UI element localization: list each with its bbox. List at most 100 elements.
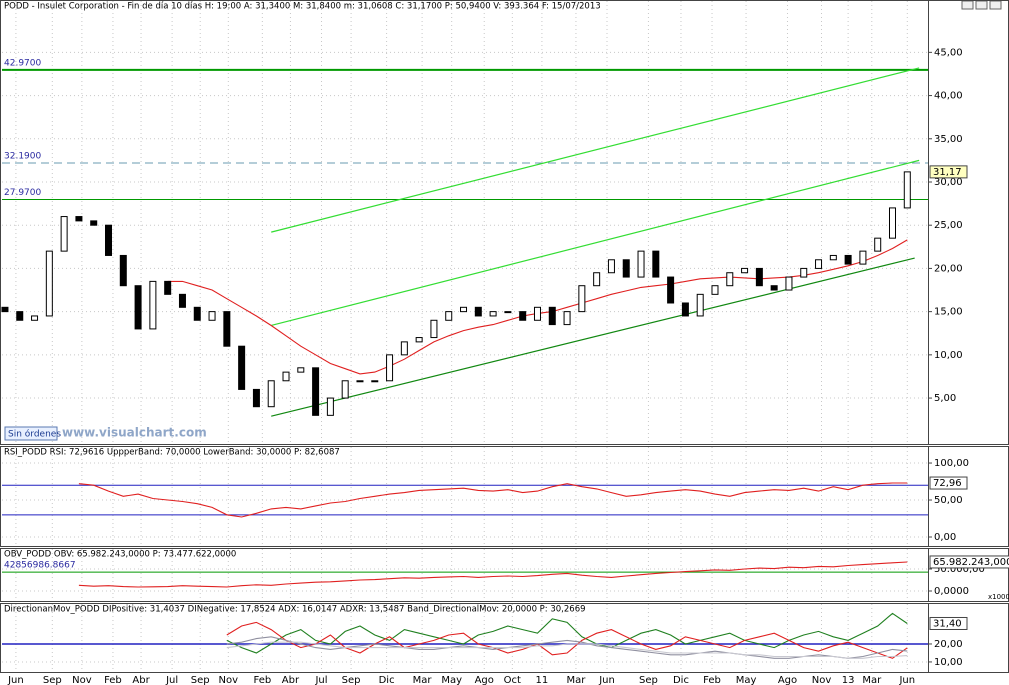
- candle: [1, 306, 9, 313]
- candle: [267, 380, 275, 408]
- x-tick-label: Dic: [379, 675, 395, 685]
- candle: [888, 207, 896, 239]
- y-tick-label: 50.000,00: [934, 564, 985, 575]
- x-tick-label: 13: [842, 675, 855, 685]
- series-line: [78, 482, 908, 518]
- candle: [252, 388, 260, 408]
- trend-line: [271, 257, 915, 417]
- x-tick-label: Ago: [475, 675, 494, 685]
- candle: [800, 267, 808, 278]
- y-tick-label: 0,0000: [934, 586, 969, 597]
- x-tick-label: Dic: [673, 675, 689, 685]
- candle: [238, 345, 246, 390]
- y-tick-label: 35,00: [934, 134, 963, 145]
- candle: [726, 272, 734, 287]
- candle: [445, 311, 453, 321]
- candle: [844, 254, 852, 265]
- y-tick-label: 50,00: [934, 495, 963, 506]
- series-line: [78, 561, 908, 588]
- minimize-button[interactable]: [961, 0, 974, 10]
- candle: [815, 259, 823, 269]
- x-tick-label: Sep: [191, 675, 210, 685]
- candle: [105, 224, 113, 256]
- candle: [16, 311, 24, 321]
- candle: [341, 380, 349, 399]
- candle: [386, 354, 394, 382]
- candle: [652, 250, 660, 278]
- maximize-button[interactable]: [975, 0, 988, 10]
- x-tick-label: Mar: [567, 675, 587, 685]
- y-tick-label: 20,00: [934, 263, 963, 274]
- x-tick-label: Sep: [43, 675, 62, 685]
- candle: [622, 259, 630, 278]
- candle: [563, 311, 571, 326]
- last-value-label: 72,96: [933, 478, 962, 489]
- last-value-box: [929, 555, 1009, 569]
- candle: [578, 285, 586, 313]
- x-tick-label: Sep: [342, 675, 361, 685]
- x-tick-label: Oct: [504, 675, 521, 685]
- y-tick-label: 0,00: [934, 532, 956, 543]
- candle: [519, 311, 527, 321]
- x-tick-label: Nov: [72, 675, 92, 685]
- y-tick-label: 5,00: [934, 393, 956, 404]
- candle: [755, 267, 763, 287]
- x-tick-label: Ago: [778, 675, 797, 685]
- trend-line: [271, 159, 920, 327]
- candle: [548, 306, 556, 326]
- candle: [312, 367, 320, 416]
- orders-button[interactable]: [4, 426, 58, 441]
- x-tick-label: 11: [536, 675, 549, 685]
- candle: [164, 280, 172, 295]
- y-tick-label: 10,00: [934, 657, 963, 668]
- series-line: [226, 636, 908, 659]
- level-label: 27.9700: [4, 188, 41, 198]
- candle: [533, 306, 541, 321]
- candle: [903, 171, 911, 209]
- candle: [60, 216, 68, 252]
- x-tick-label: Feb: [703, 675, 721, 685]
- x-tick-label: Jun: [898, 675, 915, 685]
- x-tick-label: Mar: [862, 675, 882, 685]
- candle: [667, 276, 675, 304]
- candle: [326, 397, 334, 416]
- candle: [741, 267, 749, 274]
- last-value-box: [929, 165, 968, 179]
- window-buttons[interactable]: [961, 0, 1002, 10]
- orders-button-label: Sin órdenes: [8, 429, 61, 440]
- candle: [607, 259, 615, 274]
- close-button[interactable]: [989, 0, 1002, 10]
- unit-label: x1000: [988, 593, 1009, 601]
- candle: [371, 380, 379, 383]
- trend-line: [271, 67, 920, 233]
- last-value-box: [929, 476, 968, 490]
- x-tick-label: May: [736, 675, 757, 685]
- x-tick-label: Jun: [598, 675, 615, 685]
- y-tick-label: 20,00: [934, 639, 963, 650]
- candle: [696, 293, 704, 317]
- panel-title: RSI_PODD RSI: 72,9616 UppperBand: 70,000…: [4, 448, 340, 458]
- candle: [504, 311, 512, 314]
- x-tick-label: Abr: [132, 675, 150, 685]
- candle: [711, 285, 719, 295]
- candle: [208, 311, 216, 321]
- x-tick-label: Mar: [413, 675, 433, 685]
- candle: [460, 306, 468, 313]
- candle: [90, 220, 98, 226]
- y-tick-label: 15,00: [934, 307, 963, 318]
- last-value-label: 31,17: [933, 167, 962, 178]
- y-tick-label: 10,00: [934, 350, 963, 361]
- panel-title: DirectionanMov_PODD DIPositive: 31,4037 …: [4, 605, 586, 615]
- y-tick-label: 30,00: [934, 177, 963, 188]
- candle: [415, 337, 423, 343]
- x-tick-label: Jun: [7, 675, 24, 685]
- x-tick-label: Abr: [282, 675, 300, 685]
- candle: [489, 311, 497, 317]
- candle: [31, 315, 39, 321]
- candle: [829, 254, 837, 261]
- x-tick-label: Nov: [219, 675, 239, 685]
- candle: [178, 293, 186, 308]
